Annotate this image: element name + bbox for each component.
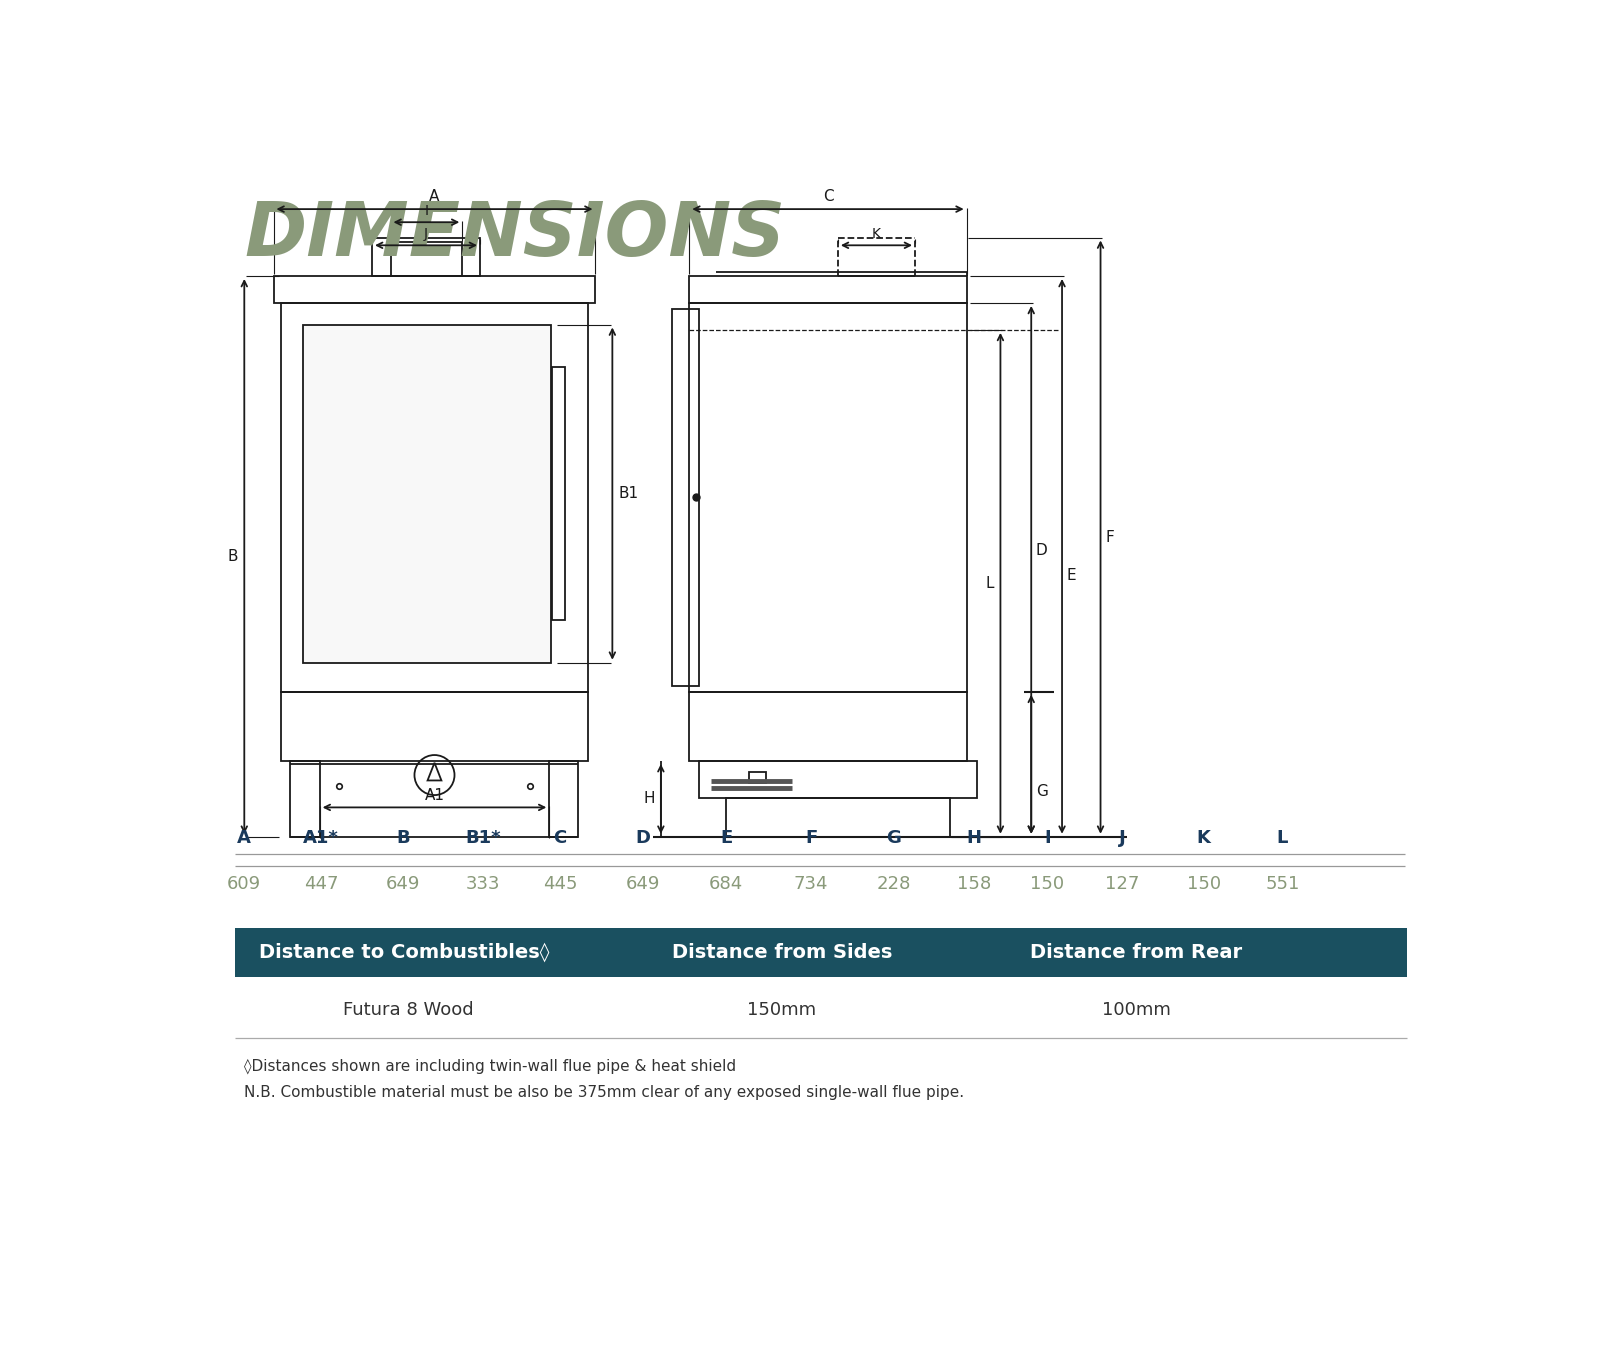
Text: 649: 649 [626,876,660,893]
Text: 734: 734 [793,876,828,893]
Text: J: J [425,226,428,240]
Bar [274,276,596,303]
Text: H: H [966,829,982,847]
Bar [673,310,698,686]
Text: 100mm: 100mm [1102,1001,1171,1019]
Text: H: H [644,791,655,806]
Bar [372,237,481,276]
Text: 609: 609 [227,876,261,893]
Text: 649: 649 [386,876,420,893]
Text: 551: 551 [1266,876,1299,893]
Text: Distance from Rear: Distance from Rear [1030,943,1242,962]
Text: Distance from Sides: Distance from Sides [671,943,892,962]
Text: 333: 333 [466,876,500,893]
Text: G: G [1036,784,1048,799]
Text: 158: 158 [956,876,992,893]
Bar [726,798,950,836]
Text: A1: A1 [425,788,444,803]
Text: B1*: B1* [465,829,501,847]
Text: Futura 8 Wood: Futura 8 Wood [343,1001,474,1019]
Text: A: A [237,829,252,847]
Text: 127: 127 [1105,876,1139,893]
Text: B1: B1 [618,486,639,501]
Text: L: L [985,576,995,591]
Text: ◊Distances shown are including twin-wall flue pipe & heat shield: ◊Distances shown are including twin-wall… [244,1058,737,1073]
Text: 150: 150 [1030,876,1064,893]
Bar [303,325,551,663]
Bar [553,367,564,621]
Text: 228: 228 [876,876,910,893]
Text: C: C [553,829,567,847]
Text: A: A [429,188,439,203]
Text: D: D [1036,543,1048,558]
Text: F: F [804,829,817,847]
Text: A1*: A1* [303,829,340,847]
Text: 684: 684 [710,876,743,893]
Text: B: B [396,829,410,847]
Text: 150mm: 150mm [747,1001,817,1019]
Text: 445: 445 [543,876,577,893]
Bar [689,692,966,761]
Bar [235,928,1407,977]
Text: K: K [871,226,881,240]
Bar [689,303,966,692]
Text: Distance to Combustibles◊: Distance to Combustibles◊ [260,943,549,962]
Text: I: I [425,203,428,218]
Bar [391,243,463,276]
Bar [750,772,766,783]
Text: G: G [886,829,900,847]
Text: E: E [1067,569,1077,584]
Text: K: K [1197,829,1211,847]
Bar [700,761,977,798]
Bar [549,761,578,836]
Text: DIMENSIONS: DIMENSIONS [244,199,785,271]
Bar [282,303,588,692]
Text: I: I [1045,829,1051,847]
Text: C: C [823,188,833,203]
Bar [290,761,320,836]
Bar [689,276,966,303]
Text: F: F [1105,529,1113,544]
Bar [282,692,588,761]
Text: 150: 150 [1187,876,1221,893]
Text: L: L [1277,829,1288,847]
Text: D: D [636,829,650,847]
Text: N.B. Combustible material must be also be 375mm clear of any exposed single-wall: N.B. Combustible material must be also b… [244,1084,964,1099]
Text: B: B [227,548,239,563]
Text: E: E [721,829,732,847]
Text: J: J [1118,829,1126,847]
Text: 447: 447 [304,876,338,893]
